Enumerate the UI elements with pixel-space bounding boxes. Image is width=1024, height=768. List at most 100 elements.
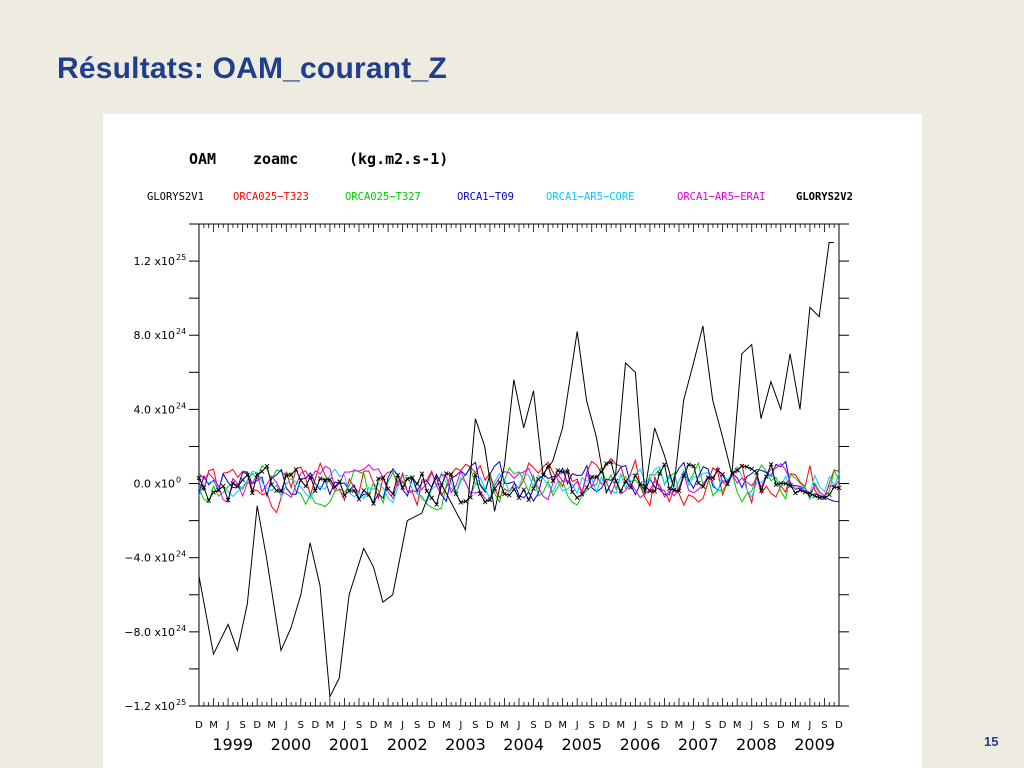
series-marker [540,473,546,478]
series-marker [633,473,638,478]
series-marker [759,488,764,493]
series-marker [603,461,609,466]
x-month-label: D [544,720,552,731]
series-marker [594,475,599,480]
series-marker [361,488,367,493]
series-marker [211,489,216,495]
x-year-label: 2008 [736,735,777,754]
x-month-label: J [284,720,288,731]
series-marker [686,462,692,467]
series-marker [216,487,221,493]
series-marker [739,463,745,469]
x-year-label: 2004 [503,735,544,754]
x-month-label: M [616,720,625,731]
series-marker [715,467,721,473]
x-month-label: S [705,720,711,731]
series-marker [288,472,294,478]
series-marker [434,502,439,507]
series-marker [264,463,270,469]
series-marker [565,469,570,475]
y-tick-exponent: 25 [176,698,186,707]
series-marker [574,495,580,500]
series-marker [254,472,260,478]
x-month-label: D [195,720,203,731]
series-marker [259,469,265,474]
series-marker [637,481,643,486]
series-marker [235,484,241,489]
x-month-label: S [763,720,769,731]
x-year-label: 2006 [620,735,661,754]
series-marker [453,491,459,497]
series-marker [502,491,507,497]
x-month-label: D [835,720,843,731]
series-marker [332,484,338,490]
series-marker [366,492,372,498]
x-month-label: J [400,720,404,731]
series-marker [279,488,284,494]
y-tick-exponent: 24 [176,327,186,336]
series-marker [681,473,687,479]
series-marker [482,499,488,505]
series-marker [293,467,299,472]
series-marker [589,474,595,480]
x-month-label: M [791,720,800,731]
series-marker [778,480,784,486]
series-marker [240,477,245,483]
series-marker [463,498,468,504]
series-marker [283,473,289,478]
series-marker [443,471,449,476]
x-month-label: S [589,720,595,731]
x-month-label: M [558,720,567,731]
series-marker [337,479,342,484]
series-marker [836,485,842,491]
series-marker [313,488,318,494]
series-marker [220,483,226,489]
x-month-label: D [602,720,610,731]
series-marker [793,490,798,496]
chart-title-part: zoamc [253,150,298,168]
series-marker [545,463,551,469]
series-marker [298,478,304,483]
x-month-label: S [647,720,653,731]
series-marker [584,485,590,490]
x-year-label: 2001 [329,735,370,754]
x-month-label: S [239,720,245,731]
x-month-label: D [312,720,320,731]
series-marker [473,472,478,478]
series-marker [225,497,231,503]
series-marker [230,481,236,486]
series-marker [822,495,827,501]
y-axis: 1.2 x10 258.0 x10 244.0 x10 240.0 x10 0−4.0 … [124,223,849,713]
series-marker [458,500,464,505]
series-marker [400,485,405,490]
series-marker [327,477,333,482]
x-month-label: S [821,720,827,731]
x-month-label: D [253,720,261,731]
x-month-label: M [442,720,451,731]
y-tick-exponent: 24 [176,550,186,559]
chart-svg: OAM zoamc (kg.m2.s-1) GLORYS2V1 ORCA025−T32… [124,150,853,754]
chart-title-part: (kg.m2.s-1) [349,150,448,168]
chart-panel: OAM zoamc (kg.m2.s-1) GLORYS2V1 ORCA025−T32… [103,114,922,768]
series-marker [269,482,275,487]
x-month-label: J [575,720,579,731]
series-marker [468,495,473,500]
series-marker [608,459,614,465]
legend-item: GLORYS2V1 [147,191,204,203]
x-year-label: 1999 [212,735,253,754]
series-marker [342,492,347,498]
y-tick-exponent: 25 [176,253,186,262]
series-marker [555,468,561,473]
x-year-label: 2000 [271,735,312,754]
series-marker [380,475,386,481]
legend-item: GLORYS2V2 [796,191,853,203]
series-marker [429,495,435,501]
series-marker [725,481,730,487]
series-marker [516,495,522,501]
x-month-label: M [675,720,684,731]
series-marker [628,485,633,490]
x-month-label: D [428,720,436,731]
x-month-label: J [517,720,521,731]
x-month-label: S [472,720,478,731]
